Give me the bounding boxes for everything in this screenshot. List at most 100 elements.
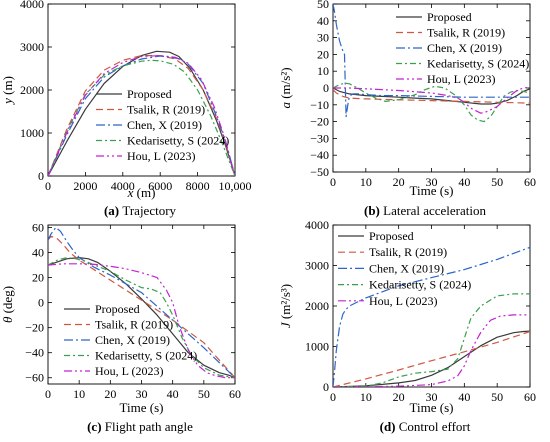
x-tick-label: 30 xyxy=(426,175,438,189)
x-axis-label: x (m) xyxy=(127,185,156,200)
legend-label: Chen, X (2019) xyxy=(95,333,170,347)
y-tick-label: −20 xyxy=(25,321,44,335)
x-tick-label: 10 xyxy=(73,387,85,401)
y-tick-label: 20 xyxy=(317,47,329,61)
x-tick-label: 60 xyxy=(524,175,536,189)
x-tick-label: 8000 xyxy=(186,179,210,193)
y-tick-label: −30 xyxy=(310,131,329,145)
panel-control-effort: 0 10 20 30 40 50 60 0 1000 2000 3000 4000 Proposed Ts… xyxy=(278,218,536,434)
legend-label: Hou, L (2023) xyxy=(369,294,438,308)
y-tick-label: 4000 xyxy=(20,0,44,11)
legend-label: Chen, X (2019) xyxy=(427,41,502,55)
y-tick-label: 2000 xyxy=(20,83,44,97)
legend-label: Hou, L (2023) xyxy=(127,149,196,163)
series-line xyxy=(333,87,530,105)
x-tick-label: 10,000 xyxy=(219,179,252,193)
x-tick-label: 40 xyxy=(458,175,470,189)
y-tick-label: 60 xyxy=(32,221,44,235)
x-tick-label: 0 xyxy=(45,387,51,401)
series-group xyxy=(333,4,530,123)
legend-label: Kedarisetty, S (2024) xyxy=(369,278,471,292)
legend-label: Chen, X (2019) xyxy=(369,261,444,275)
legend-label: Kedarisetty, S (2024) xyxy=(95,349,197,363)
x-tick-label: 20 xyxy=(393,390,405,404)
y-tick-label: 30 xyxy=(317,31,329,45)
y-tick-label: 40 xyxy=(32,246,44,260)
legend-label: Tsalik, R (2019) xyxy=(427,26,505,40)
x-tick-label: 50 xyxy=(198,387,210,401)
y-tick-label: −10 xyxy=(310,98,329,112)
y-tick-label: 0 xyxy=(38,169,44,183)
series-line xyxy=(48,55,235,176)
legend-label: Kedarisetty, S (2024) xyxy=(127,134,229,148)
plot-frame xyxy=(332,3,531,173)
series-group xyxy=(48,226,235,379)
x-tick-label: 6000 xyxy=(148,179,172,193)
legend-label: Proposed xyxy=(127,87,172,101)
x-tick-label: 10 xyxy=(360,390,372,404)
y-tick-label: 40 xyxy=(317,14,329,28)
y-tick-label: 1000 xyxy=(20,126,44,140)
panel-flight-path-angle: 0 10 20 30 40 50 60 −60 −40 −20 0 20 40 60 Proposed Tsa… xyxy=(0,221,241,434)
x-tick-label: 50 xyxy=(491,390,503,404)
legend-label: Proposed xyxy=(95,302,140,316)
x-tick-label: 0 xyxy=(330,175,336,189)
x-tick-label: 40 xyxy=(458,390,470,404)
y-axis-label: a (m/s²) xyxy=(278,67,293,108)
x-axis-label: Time (s) xyxy=(410,400,454,415)
y-tick-label: 10 xyxy=(317,64,329,78)
series-line xyxy=(48,257,235,379)
x-tick-label: 30 xyxy=(136,387,148,401)
legend-label: Hou, L (2023) xyxy=(427,72,496,86)
series-line xyxy=(48,257,235,379)
plot-frame xyxy=(47,224,236,385)
legend: Proposed Tsalik, R (2019) Chen, X (2019) Ke… xyxy=(338,229,471,308)
series-line xyxy=(48,50,235,176)
x-tick-label: 0 xyxy=(330,390,336,404)
y-axis-label: J (m²/s³) xyxy=(278,284,293,328)
series-line xyxy=(333,293,530,387)
legend-label: Proposed xyxy=(427,10,472,24)
x-tick-label: 40 xyxy=(167,387,179,401)
legend-label: Tsalik, R (2019) xyxy=(95,318,173,332)
y-tick-label: 0 xyxy=(38,296,44,310)
y-tick-label: 3000 xyxy=(20,40,44,54)
series-line xyxy=(333,246,530,387)
x-tick-label: 20 xyxy=(393,175,405,189)
series-line xyxy=(48,263,235,379)
x-tick-label: 60 xyxy=(524,390,536,404)
y-axis-label: θ (deg) xyxy=(0,286,15,323)
y-tick-label: −40 xyxy=(25,346,44,360)
x-axis-label: Time (s) xyxy=(120,400,164,415)
x-tick-label: 20 xyxy=(104,387,116,401)
legend-label: Proposed xyxy=(369,229,414,243)
panel-caption: (b) Lateral acceleration xyxy=(364,203,486,218)
x-tick-label: 50 xyxy=(491,175,503,189)
series-line xyxy=(48,59,235,176)
legend: Proposed Tsalik, R (2019)Chen, X (2019) Ke… xyxy=(64,302,197,378)
y-tick-label: 0 xyxy=(323,380,329,394)
y-tick-label: −50 xyxy=(310,165,329,179)
series-group xyxy=(333,246,530,387)
x-tick-label: 4000 xyxy=(111,179,135,193)
y-tick-label: 1000 xyxy=(305,340,329,354)
series-line xyxy=(333,330,530,387)
y-tick-label: 0 xyxy=(323,81,329,95)
panel-lateral-acceleration: 0 10 20 30 40 50 60 −50 −40 −30 −20 −10 0 10 20 30 40 50 P… xyxy=(278,0,536,218)
series-line xyxy=(48,226,235,379)
legend: Proposed Tsalik, R (2019)Chen, X (2019) Ke… xyxy=(396,10,529,86)
series-line xyxy=(333,330,530,387)
panel-caption: (c) Flight path angle xyxy=(87,419,193,434)
series-line xyxy=(48,55,235,176)
legend-label: Tsalik, R (2019) xyxy=(369,245,447,259)
y-tick-label: −60 xyxy=(25,371,44,385)
series-line xyxy=(333,4,530,118)
y-tick-label: 20 xyxy=(32,271,44,285)
legend-label: Kedarisetty, S (2024) xyxy=(427,57,529,71)
x-tick-label: 30 xyxy=(426,390,438,404)
series-line xyxy=(333,82,530,123)
plot-frame xyxy=(332,224,531,388)
y-tick-label: −20 xyxy=(310,115,329,129)
legend-label: Hou, L (2023) xyxy=(95,364,164,378)
